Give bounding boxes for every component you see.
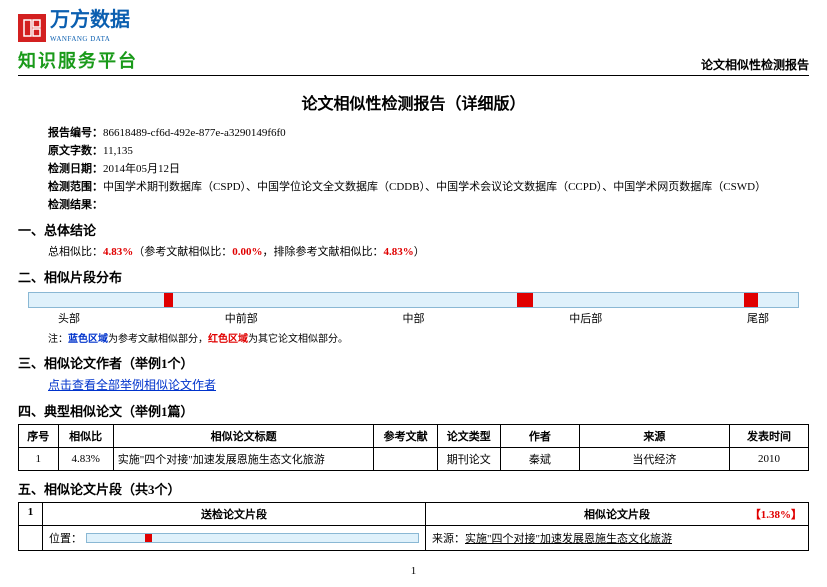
page-header: 万方数据 WANFANG DATA 知识服务平台 论文相似性检测报告 — [18, 10, 809, 76]
table-cell: 2010 — [729, 448, 808, 471]
similar-papers-table: 序号相似比相似论文标题参考文献论文类型作者来源发表时间 14.83%实施"四个对… — [18, 424, 809, 471]
table-header: 参考文献 — [374, 425, 437, 448]
table-header: 发表时间 — [729, 425, 808, 448]
table-header: 序号 — [19, 425, 59, 448]
page-number: 1 — [18, 565, 809, 577]
logo-text-en: WANFANG DATA — [50, 35, 110, 43]
table-cell: 期刊论文 — [437, 448, 500, 471]
table-cell: 实施"四个对接"加速发展恩施生态文化旅游 — [113, 448, 374, 471]
overall-line: 总相似比：4.83%（参考文献相似比：0.00%，排除参考文献相似比：4.83%… — [48, 243, 809, 259]
table-header: 来源 — [579, 425, 729, 448]
table-header: 论文类型 — [437, 425, 500, 448]
fragment-number: 1 — [19, 503, 43, 525]
meta-result: 检测结果： — [48, 196, 809, 212]
table-cell: 当代经济 — [579, 448, 729, 471]
section-3-title: 三、相似论文作者（举例1个） — [18, 353, 809, 372]
fragment-source: 来源：实施"四个对接"加速发展恩施生态文化旅游 — [426, 526, 808, 550]
table-cell: 秦斌 — [500, 448, 579, 471]
table-cell: 4.83% — [58, 448, 113, 471]
fragment-col-right: 相似论文片段 【1.38%】 — [426, 503, 808, 525]
bar-label: 中后部 — [569, 310, 602, 326]
table-cell — [374, 448, 437, 471]
view-authors-link[interactable]: 点击查看全部举例相似论文作者 — [48, 378, 216, 392]
logo-subtitle: 知识服务平台 — [18, 47, 138, 73]
bar-label: 头部 — [58, 310, 80, 326]
fragment-position: 位置： — [49, 530, 419, 546]
meta-orig-words: 原文字数：11,135 — [48, 142, 809, 158]
table-header: 相似比 — [58, 425, 113, 448]
report-title: 论文相似性检测报告（详细版） — [18, 90, 809, 114]
section-1-title: 一、总体结论 — [18, 220, 809, 239]
section-5-title: 五、相似论文片段（共3个） — [18, 479, 809, 498]
table-cell: 1 — [19, 448, 59, 471]
bar-label: 中部 — [403, 310, 425, 326]
fragment-col-left: 送检论文片段 — [43, 503, 426, 525]
section-4-title: 四、典型相似论文（举例1篇） — [18, 401, 809, 420]
table-header: 相似论文标题 — [113, 425, 374, 448]
meta-date: 检测日期：2014年05月12日 — [48, 160, 809, 176]
table-header: 作者 — [500, 425, 579, 448]
logo-icon — [18, 14, 46, 42]
logo-text-cn: 万方数据 — [50, 9, 130, 31]
meta-report-no: 报告编号：86618489-cf6d-492e-877e-a3290149f6f… — [48, 124, 809, 140]
header-right-title: 论文相似性检测报告 — [701, 56, 809, 73]
distribution-note: 注：蓝色区域为参考文献相似部分，红色区域为其它论文相似部分。 — [48, 330, 809, 345]
bar-label: 尾部 — [747, 310, 769, 326]
meta-scope: 检测范围：中国学术期刊数据库（CSPD）、中国学位论文全文数据库（CDDB）、中… — [48, 178, 809, 194]
bar-label: 中前部 — [225, 310, 258, 326]
logo-block: 万方数据 WANFANG DATA 知识服务平台 — [18, 10, 138, 73]
fragment-pct: 【1.38%】 — [750, 506, 802, 522]
fragment-block: 1 送检论文片段 相似论文片段 【1.38%】 位置： 来源：实施"四个对接"加… — [18, 502, 809, 551]
section-2-title: 二、相似片段分布 — [18, 267, 809, 286]
distribution-bar: 头部 中前部 中部 中后部 尾部 — [18, 292, 809, 326]
